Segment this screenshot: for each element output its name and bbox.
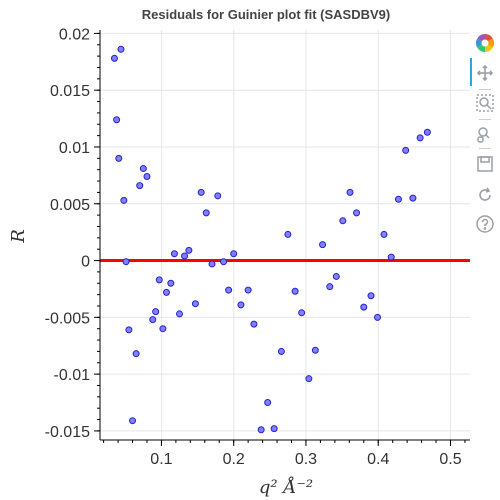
data-point xyxy=(162,288,170,296)
pan-icon[interactable] xyxy=(474,62,496,84)
data-point xyxy=(197,188,205,196)
data-point xyxy=(129,417,137,425)
x-tick-label: 0.5 xyxy=(439,451,461,468)
data-point xyxy=(360,303,368,311)
data-point xyxy=(149,316,157,324)
axes: 0.1 0.2 0.3 0.4 0.5 0.02 0.015 0.01 0.005 0 -0.005… xyxy=(45,26,470,468)
chart-title: Residuals for Guinier plot fit (SASDBV9) xyxy=(142,7,390,22)
data-point xyxy=(110,54,118,62)
toolbar-separator xyxy=(479,148,491,149)
help-icon[interactable] xyxy=(474,213,496,235)
data-point xyxy=(113,116,121,124)
data-point xyxy=(284,230,292,238)
data-point xyxy=(143,173,151,181)
data-point xyxy=(155,276,163,284)
y-tick-label: 0.01 xyxy=(59,140,90,157)
reset-icon[interactable] xyxy=(474,184,496,206)
data-point xyxy=(305,375,313,383)
data-point xyxy=(220,258,228,266)
data-point xyxy=(185,246,193,254)
data-point xyxy=(416,134,424,142)
data-point xyxy=(374,313,381,321)
data-point xyxy=(181,252,189,260)
data-point xyxy=(277,347,285,355)
data-point xyxy=(214,192,222,200)
data-point xyxy=(326,283,334,291)
data-point xyxy=(380,230,388,238)
toolbar-separator xyxy=(479,89,491,90)
data-point xyxy=(117,45,125,53)
data-point xyxy=(298,309,306,317)
data-points xyxy=(110,45,431,434)
data-point xyxy=(202,209,210,217)
data-point xyxy=(264,399,272,407)
x-tick-label: 0.3 xyxy=(295,451,317,468)
data-point xyxy=(367,292,375,300)
data-point xyxy=(353,209,361,217)
y-tick-label: -0.015 xyxy=(45,424,90,441)
data-point xyxy=(120,196,128,204)
data-point xyxy=(257,426,265,434)
data-point xyxy=(159,325,167,333)
x-tick-label: 0.2 xyxy=(223,451,245,468)
active-tool-indicator xyxy=(470,58,472,86)
data-point xyxy=(139,165,147,173)
data-point xyxy=(244,286,252,294)
data-point xyxy=(311,346,319,354)
y-tick-label: 0 xyxy=(81,254,90,271)
data-point xyxy=(125,326,133,334)
data-point xyxy=(346,188,354,196)
data-point xyxy=(402,146,410,154)
data-point xyxy=(423,128,431,136)
data-point xyxy=(270,425,278,433)
data-point xyxy=(175,310,183,318)
data-point xyxy=(319,241,327,249)
data-point xyxy=(115,154,123,162)
wheel-zoom-icon[interactable] xyxy=(474,123,496,145)
data-point xyxy=(170,250,178,258)
data-point xyxy=(409,194,417,202)
data-point xyxy=(250,320,258,328)
data-point xyxy=(152,308,160,316)
y-tick-label: 0.005 xyxy=(50,197,90,214)
data-point xyxy=(230,250,238,258)
data-point xyxy=(394,195,402,203)
y-tick-label: -0.005 xyxy=(45,310,90,327)
data-point xyxy=(387,253,395,261)
y-axis-label: R xyxy=(8,229,29,244)
x-axis-label: q² Å⁻² xyxy=(259,476,313,498)
y-tick-label: -0.01 xyxy=(54,367,91,384)
data-point xyxy=(191,300,199,308)
data-point xyxy=(237,301,245,309)
data-point xyxy=(332,272,340,280)
x-tick-label: 0.4 xyxy=(367,451,389,468)
data-point xyxy=(167,279,175,287)
y-tick-label: 0.015 xyxy=(50,83,90,100)
data-point xyxy=(132,350,140,358)
data-point xyxy=(225,286,233,294)
data-point xyxy=(136,182,144,190)
data-point xyxy=(208,260,216,268)
data-point xyxy=(122,258,130,266)
data-point xyxy=(291,287,299,295)
y-tick-label: 0.02 xyxy=(59,26,90,43)
save-icon[interactable] xyxy=(474,153,496,175)
bokeh-logo-icon[interactable] xyxy=(474,32,496,54)
toolbar-separator xyxy=(479,119,491,120)
data-point xyxy=(339,217,347,225)
box-zoom-icon[interactable] xyxy=(474,92,496,114)
x-tick-label: 0.1 xyxy=(150,451,172,468)
